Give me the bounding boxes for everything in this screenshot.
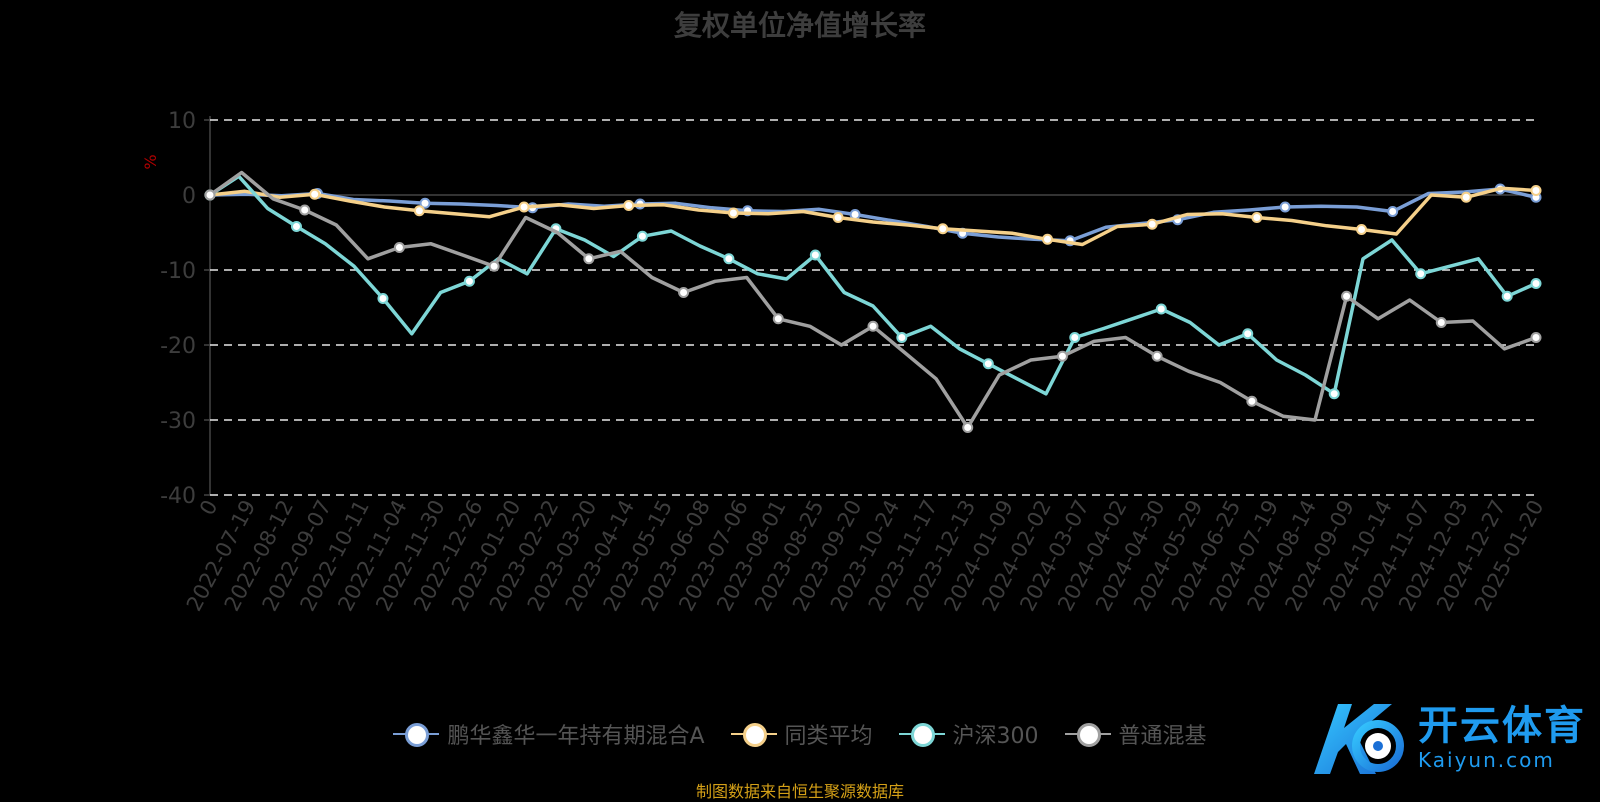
series-point-3 — [678, 287, 690, 298]
series-point-3 — [1435, 317, 1447, 328]
legend-marker-icon — [393, 720, 440, 748]
series-point-1 — [623, 200, 635, 211]
series-point-2 — [1155, 303, 1167, 315]
legend-label: 沪深300 — [952, 724, 1039, 749]
series-point-3 — [962, 422, 974, 433]
legend-label: 普通混基 — [1118, 724, 1207, 749]
y-tick-label: -30 — [160, 409, 196, 434]
legend-item-peer-average[interactable]: 同类平均 — [730, 718, 873, 750]
series-line-0 — [209, 187, 1537, 243]
series-point-2 — [290, 221, 302, 232]
series-point-2 — [982, 358, 994, 370]
logo-text-en: Kaiyun.com — [1418, 748, 1555, 772]
series-point-2 — [1328, 388, 1340, 400]
series-point-1 — [309, 188, 321, 200]
series-point-2 — [809, 249, 821, 261]
series-point-1 — [1356, 224, 1368, 235]
y-tick-label: -20 — [160, 334, 196, 359]
series-point-3 — [393, 242, 405, 253]
series-point-1 — [1460, 191, 1472, 203]
series-point-2 — [1530, 278, 1542, 289]
series-point-2 — [1069, 332, 1081, 343]
series-point-1 — [1146, 218, 1158, 230]
series-point-0 — [419, 197, 431, 209]
legend-item-hybrid-fund[interactable]: 普通混基 — [1064, 718, 1207, 750]
series-point-3 — [299, 204, 311, 216]
series-point-1 — [832, 212, 844, 223]
y-tick-label: 0 — [182, 184, 196, 209]
legend-item-fund[interactable]: 鹏华鑫华一年持有期混合A — [393, 718, 705, 750]
series-point-3 — [1151, 350, 1163, 362]
y-axis-label: % — [141, 154, 160, 169]
series-point-1 — [413, 205, 425, 217]
kaiyun-logo: 开云体育 Kaiyun.com — [1304, 696, 1586, 780]
series-point-2 — [377, 293, 389, 304]
series-point-2 — [636, 230, 648, 242]
series-point-3 — [204, 189, 216, 201]
series-point-3 — [583, 253, 595, 265]
series-point-3 — [1530, 332, 1542, 343]
series-point-1 — [1041, 233, 1053, 245]
series-point-0 — [1279, 201, 1291, 213]
series-point-1 — [1530, 185, 1542, 196]
kaiyun-logo-icon — [1314, 704, 1404, 774]
series-point-2 — [723, 253, 735, 265]
y-tick-label: 10 — [168, 109, 196, 134]
legend-label: 鹏华鑫华一年持有期混合A — [447, 724, 705, 749]
series-point-3 — [772, 313, 784, 325]
series-line-1 — [209, 186, 1537, 247]
series-point-2 — [1501, 290, 1513, 302]
series-point-2 — [463, 275, 475, 287]
x-tick-label: 0 — [195, 496, 222, 519]
logo-text-cn: 开云体育 — [1418, 703, 1586, 749]
legend-marker-icon — [1064, 720, 1111, 748]
series-point-2 — [1415, 268, 1427, 280]
series-point-3 — [488, 260, 500, 272]
series-point-1 — [518, 201, 530, 213]
series-point-0 — [1387, 206, 1399, 217]
series-point-3 — [1246, 395, 1258, 407]
series-point-1 — [937, 223, 949, 235]
series-point-1 — [727, 207, 739, 219]
chart-legend: 鹏华鑫华一年持有期混合A 同类平均 沪深300 普通混基 — [0, 718, 1600, 750]
series-point-3 — [1341, 290, 1353, 302]
y-tick-label: -40 — [160, 484, 196, 509]
legend-marker-icon — [730, 720, 777, 748]
series-point-2 — [1242, 328, 1254, 340]
legend-marker-icon — [898, 720, 945, 748]
y-tick-label: -10 — [160, 259, 196, 284]
series-point-3 — [867, 320, 879, 332]
series-point-2 — [896, 332, 908, 343]
series-line-2 — [209, 174, 1537, 396]
legend-item-csi300[interactable]: 沪深300 — [898, 718, 1039, 750]
series-point-1 — [1251, 212, 1263, 223]
series-point-3 — [1056, 350, 1068, 362]
data-source-note: 制图数据来自恒生聚源数据库 — [695, 782, 904, 801]
chart-title: 复权单位净值增长率 — [673, 9, 926, 42]
legend-label: 同类平均 — [784, 724, 873, 749]
